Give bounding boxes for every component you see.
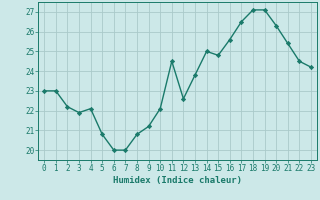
X-axis label: Humidex (Indice chaleur): Humidex (Indice chaleur) (113, 176, 242, 185)
